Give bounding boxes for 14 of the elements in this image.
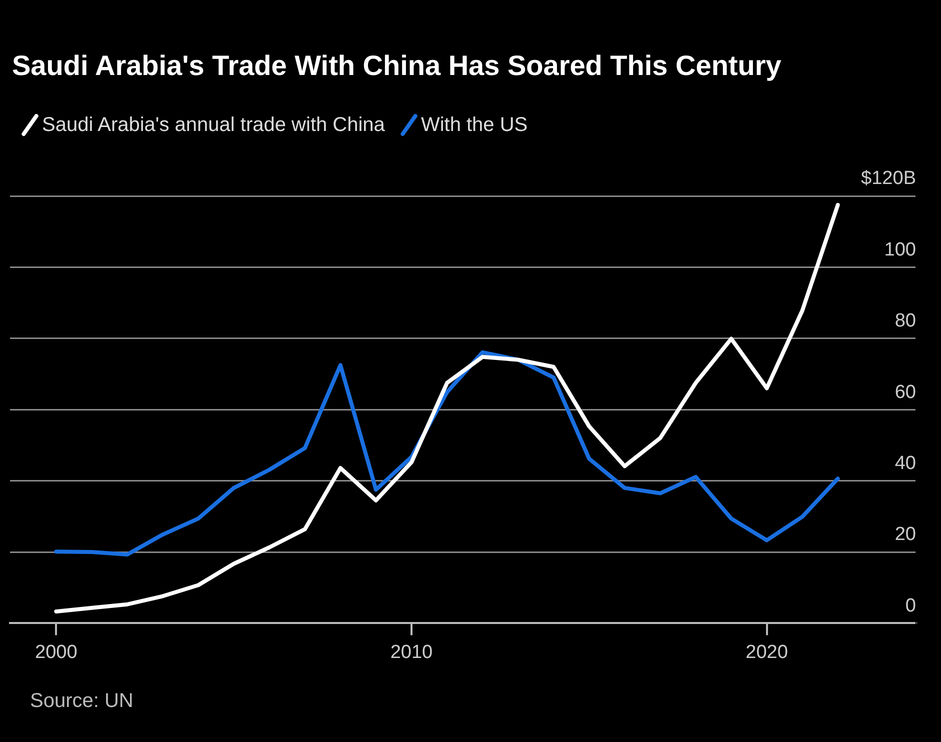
x-tick-label: 2020: [746, 642, 788, 663]
y-tick-label: $120B: [861, 168, 916, 190]
legend-label: With the US: [420, 114, 528, 136]
x-tick-label: 2010: [390, 642, 433, 663]
x-tick-label: 2000: [35, 642, 78, 663]
legend-label: Saudi Arabia's annual trade with China: [42, 114, 385, 136]
y-tick-label: 0: [905, 595, 916, 616]
y-tick-label: 40: [894, 453, 916, 474]
y-tick-label: 80: [894, 310, 916, 332]
y-tick-label: 100: [884, 239, 916, 260]
source-note: Source: UN: [30, 690, 134, 713]
y-tick-label: 20: [894, 524, 916, 546]
chart-title: Saudi Arabia's Trade With China Has Soared This Century: [12, 50, 782, 82]
y-tick-label: 60: [894, 382, 916, 403]
